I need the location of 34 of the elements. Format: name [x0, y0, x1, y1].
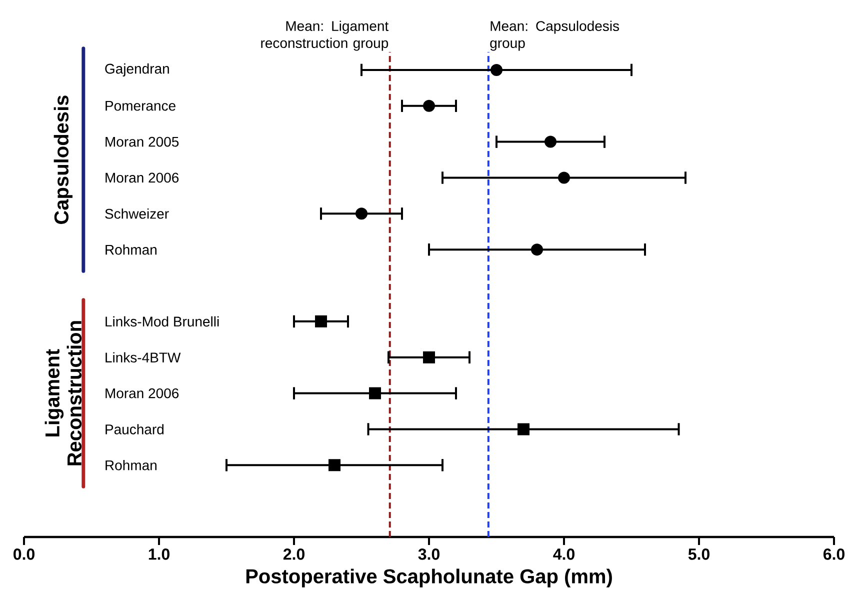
x-tick-label: 6.0: [823, 548, 844, 560]
x-tick-label: 5.0: [688, 548, 710, 560]
point: [423, 100, 436, 112]
x-tick-label: 3.0: [418, 548, 440, 560]
x-tick-label: 0.0: [14, 548, 34, 560]
point: [490, 64, 503, 76]
ref-line-label: Mean: Ligament reconstruction group: [261, 20, 389, 51]
point: [518, 423, 530, 436]
annotation: Ligament Reconstruction: [44, 321, 82, 466]
point: [558, 172, 570, 184]
x-tick-label: 4.0: [553, 548, 574, 560]
y-tick-label: Pauchard: [106, 424, 164, 434]
y-tick-label: Rohman: [106, 460, 156, 470]
y-tick-label: Links-Mod Brunelli: [106, 316, 219, 327]
point: [423, 351, 436, 364]
y-tick-label: Schweizer: [105, 208, 169, 219]
point: [356, 208, 368, 220]
y-tick-label: Moran 2006: [106, 388, 179, 398]
x-tick-label: 1.0: [148, 548, 170, 560]
point: [531, 244, 544, 256]
y-tick-label: Links-4BTW: [106, 352, 181, 362]
ref-line-label: Mean: Capsulodesis group: [490, 20, 620, 51]
y-tick-label: Rohman: [106, 244, 156, 255]
y-tick-label: Pomerance: [106, 100, 176, 111]
point: [544, 136, 557, 148]
y-tick-label: Moran 2005: [106, 136, 179, 147]
point: [315, 315, 328, 328]
y-tick-label: Moran 2006: [106, 172, 179, 183]
x-tick-label: 2.0: [283, 548, 304, 560]
point: [328, 459, 341, 472]
point: [369, 387, 382, 400]
x-axis-title: Postoperative Scapholunate Gap (mm): [246, 568, 612, 588]
y-tick-label: Gajendran: [105, 63, 169, 76]
annotation: Capsulodesis: [54, 96, 72, 224]
